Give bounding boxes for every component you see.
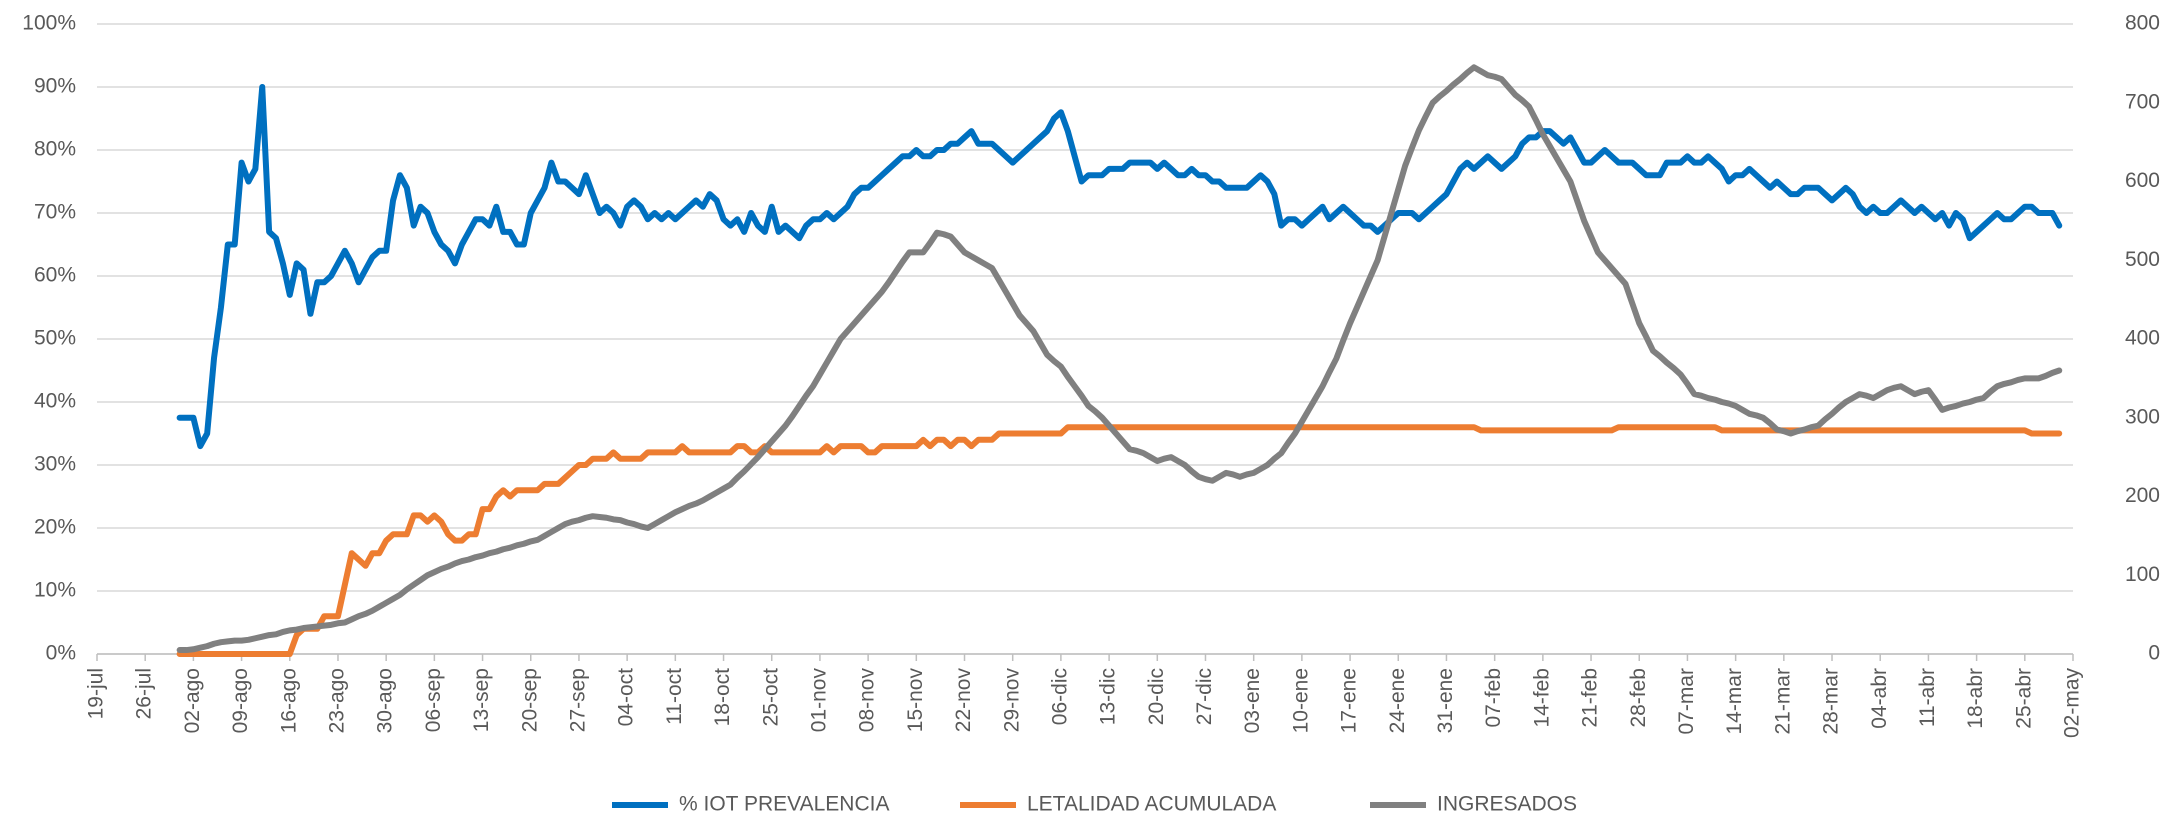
x-tick-label: 26-jul xyxy=(133,668,156,719)
x-tick-label: 20-dic xyxy=(1145,668,1168,725)
x-tick-label: 11-abr xyxy=(1916,668,1939,727)
x-tick-label: 23-ago xyxy=(326,668,349,733)
x-tick-label: 21-feb xyxy=(1579,668,1602,728)
y2-tick-label: 400 xyxy=(2125,327,2160,350)
x-tick-label: 06-dic xyxy=(1048,668,1071,725)
x-tick-label: 13-sep xyxy=(470,668,493,732)
legend-label: LETALIDAD ACUMULADA xyxy=(1027,793,1276,816)
x-tick-label: 09-ago xyxy=(229,668,252,733)
legend-label: INGRESADOS xyxy=(1437,793,1577,816)
y-tick-label: 50% xyxy=(34,327,76,350)
y2-tick-label: 600 xyxy=(2125,169,2160,192)
x-tick-label: 25-oct xyxy=(759,668,782,727)
x-tick-label: 18-abr xyxy=(1964,668,1987,729)
x-tick-label: 03-ene xyxy=(1241,668,1264,733)
series-line xyxy=(176,424,2063,657)
x-tick-label: 25-abr xyxy=(2012,668,2035,729)
y2-tick-label: 300 xyxy=(2125,405,2160,428)
x-tick-label: 02-may xyxy=(2061,668,2084,739)
x-tick-label: 11-oct xyxy=(663,668,686,725)
y2-tick-label: 200 xyxy=(2125,484,2160,507)
x-tick-label: 10-ene xyxy=(1289,668,1312,733)
y-tick-label: 70% xyxy=(34,201,76,224)
y-tick-label: 100% xyxy=(22,12,76,35)
x-tick-label: 22-nov xyxy=(952,668,975,733)
y-tick-label: 40% xyxy=(34,390,76,413)
x-tick-label: 20-sep xyxy=(518,668,541,732)
y-tick-label: 80% xyxy=(34,138,76,161)
x-tick-label: 15-nov xyxy=(904,668,927,733)
x-tick-label: 18-oct xyxy=(711,668,734,727)
x-tick-label: 04-oct xyxy=(615,668,638,727)
x-tick-label: 24-ene xyxy=(1386,668,1409,733)
x-tick-label: 17-ene xyxy=(1338,668,1361,733)
x-tick-label: 21-mar xyxy=(1771,668,1794,735)
x-tick-label: 02-ago xyxy=(181,668,204,733)
y-tick-label: 30% xyxy=(34,453,76,476)
y-tick-label: 10% xyxy=(34,579,76,602)
x-tick-label: 19-jul xyxy=(85,668,108,719)
x-tick-label: 07-feb xyxy=(1482,668,1505,728)
x-tick-label: 06-sep xyxy=(422,668,445,732)
x-tick-label: 27-dic xyxy=(1193,668,1216,725)
y-tick-label: 0% xyxy=(46,642,76,665)
legend-item: INGRESADOS xyxy=(1370,793,1577,816)
y2-tick-label: 700 xyxy=(2125,90,2160,113)
legend-item: LETALIDAD ACUMULADA xyxy=(960,793,1276,816)
x-tick-label: 07-mar xyxy=(1675,668,1698,735)
y-tick-label: 20% xyxy=(34,516,76,539)
x-tick-label: 29-nov xyxy=(1000,668,1023,733)
x-tick-label: 27-sep xyxy=(566,668,589,732)
x-tick-label: 01-nov xyxy=(807,668,830,733)
y-tick-label: 60% xyxy=(34,264,76,287)
x-tick-label: 14-feb xyxy=(1530,668,1553,728)
y-tick-label: 90% xyxy=(34,75,76,98)
legend-label: % IOT PREVALENCIA xyxy=(679,793,889,816)
y2-tick-label: 100 xyxy=(2125,563,2160,586)
x-tick-label: 16-ago xyxy=(277,668,300,733)
x-tick-label: 28-mar xyxy=(1820,668,1843,735)
x-tick-label: 31-ene xyxy=(1434,668,1457,733)
y2-tick-label: 500 xyxy=(2125,248,2160,271)
series-line xyxy=(176,84,2063,450)
x-tick-label: 13-dic xyxy=(1097,668,1120,725)
y2-tick-label: 0 xyxy=(2148,642,2160,665)
legend-item: % IOT PREVALENCIA xyxy=(612,793,889,816)
x-tick-label: 04-abr xyxy=(1868,668,1891,729)
x-tick-label: 28-feb xyxy=(1627,668,1650,728)
x-tick-label: 30-ago xyxy=(374,668,397,733)
x-tick-label: 14-mar xyxy=(1723,668,1746,735)
series-line xyxy=(176,64,2063,654)
x-tick-label: 08-nov xyxy=(856,668,879,733)
y2-tick-label: 800 xyxy=(2125,12,2160,35)
